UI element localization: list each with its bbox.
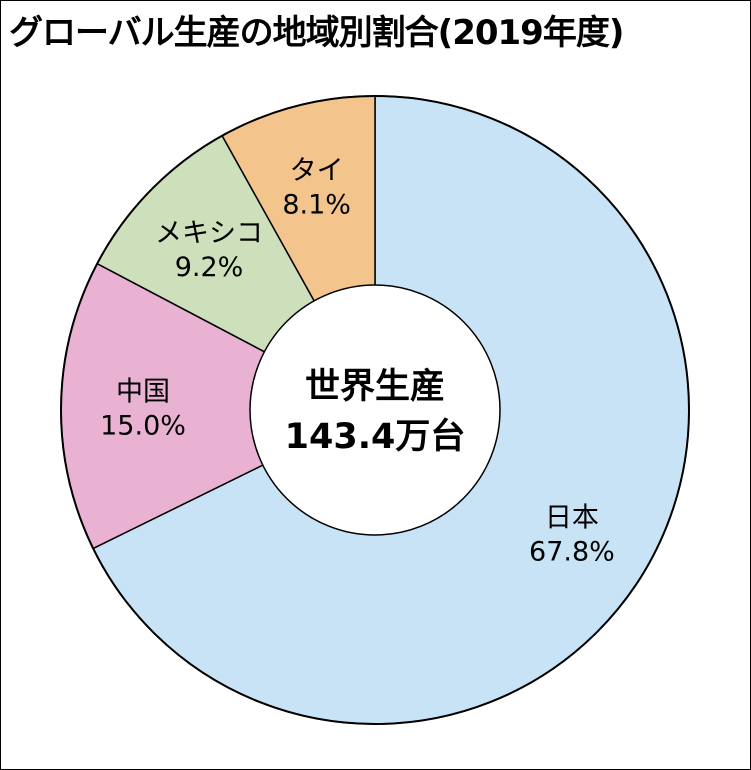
donut-hole bbox=[249, 284, 501, 536]
center-label-line2: 143.4万台 bbox=[285, 417, 466, 457]
slice-1-name: 中国 bbox=[116, 377, 170, 408]
slice-2-value: 9.2% bbox=[175, 252, 244, 283]
slice-0-name: 日本 bbox=[545, 503, 599, 534]
chart-title: グローバル生産の地域別割合(2019年度) bbox=[9, 13, 624, 53]
slice-2-name: メキシコ bbox=[155, 218, 263, 249]
center-label-line1: 世界生産 bbox=[305, 367, 445, 407]
slice-0-value: 67.8% bbox=[529, 537, 615, 568]
slice-1-value: 15.0% bbox=[100, 411, 186, 442]
slice-3-value: 8.1% bbox=[282, 189, 351, 220]
slice-3-name: タイ bbox=[290, 155, 344, 186]
donut-outer-ring bbox=[60, 95, 690, 725]
